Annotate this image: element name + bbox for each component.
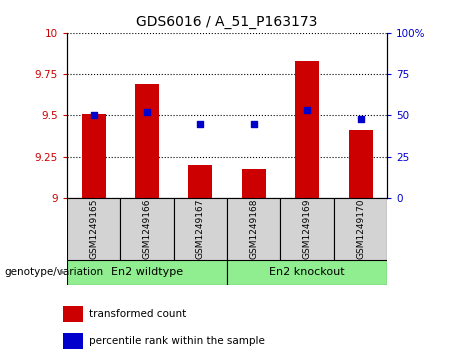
Text: percentile rank within the sample: percentile rank within the sample	[89, 336, 265, 346]
Bar	[242, 169, 266, 198]
Point	[143, 109, 151, 115]
FancyBboxPatch shape	[227, 260, 387, 285]
Text: En2 wildtype: En2 wildtype	[111, 267, 183, 277]
Bar	[135, 84, 159, 198]
Text: genotype/variation: genotype/variation	[5, 267, 104, 277]
Point	[90, 113, 97, 118]
FancyBboxPatch shape	[63, 306, 83, 322]
Bar	[349, 130, 372, 198]
Text: GSM1249166: GSM1249166	[142, 199, 152, 259]
Text: GSM1249168: GSM1249168	[249, 199, 258, 259]
FancyBboxPatch shape	[120, 198, 174, 260]
Point	[250, 121, 257, 126]
Text: GSM1249169: GSM1249169	[302, 199, 312, 259]
Text: transformed count: transformed count	[89, 309, 186, 319]
FancyBboxPatch shape	[63, 333, 83, 349]
Text: En2 knockout: En2 knockout	[269, 267, 345, 277]
Point	[303, 107, 311, 113]
FancyBboxPatch shape	[334, 198, 387, 260]
FancyBboxPatch shape	[227, 198, 280, 260]
FancyBboxPatch shape	[174, 198, 227, 260]
FancyBboxPatch shape	[67, 198, 120, 260]
Text: GSM1249170: GSM1249170	[356, 199, 365, 259]
Text: GSM1249167: GSM1249167	[196, 199, 205, 259]
Title: GDS6016 / A_51_P163173: GDS6016 / A_51_P163173	[136, 15, 318, 29]
Bar	[295, 61, 319, 198]
Point	[357, 116, 364, 122]
Text: GSM1249165: GSM1249165	[89, 199, 98, 259]
FancyBboxPatch shape	[67, 260, 227, 285]
FancyBboxPatch shape	[280, 198, 334, 260]
Bar	[82, 114, 106, 198]
Bar	[189, 165, 213, 198]
Point	[197, 121, 204, 126]
